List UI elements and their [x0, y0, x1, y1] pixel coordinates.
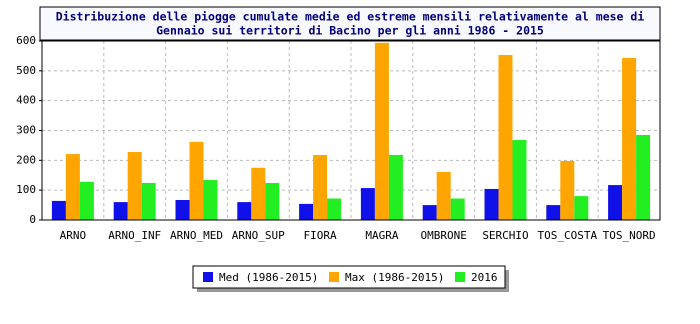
- chart-title: Gennaio sui territori di Bacino per gli …: [156, 24, 544, 38]
- bar: [299, 203, 314, 220]
- y-tick-label: 300: [16, 124, 36, 137]
- bar: [127, 151, 142, 220]
- legend-label: 2016: [471, 271, 498, 284]
- bar: [484, 188, 499, 220]
- bar: [422, 205, 437, 220]
- legend-label: Max (1986-2015): [345, 271, 444, 284]
- bar: [546, 205, 561, 220]
- y-tick-label: 200: [16, 153, 36, 166]
- x-tick-label: SERCHIO: [482, 229, 528, 242]
- x-tick-label: OMBRONE: [421, 229, 467, 242]
- bar: [498, 55, 513, 220]
- bar: [512, 140, 527, 220]
- y-tick-label: 600: [16, 34, 36, 47]
- bar: [51, 200, 66, 220]
- plot-border: [41, 40, 661, 221]
- bar: [189, 141, 204, 220]
- legend-label: Med (1986-2015): [219, 271, 318, 284]
- legend-swatch: [455, 272, 465, 282]
- bar: [251, 167, 266, 220]
- bar: [237, 202, 252, 220]
- y-tick-label: 400: [16, 94, 36, 107]
- x-tick-label: ARNO: [60, 229, 87, 242]
- bar: [622, 58, 637, 220]
- bar: [65, 154, 80, 220]
- y-tick-label: 100: [16, 183, 36, 196]
- bar: [374, 42, 389, 220]
- bar: [313, 154, 328, 220]
- bar: [141, 183, 156, 220]
- bar: [327, 198, 342, 220]
- bar: [560, 160, 575, 220]
- title-box: [39, 6, 661, 41]
- bar: [450, 198, 465, 220]
- legend-swatch: [203, 272, 213, 282]
- x-tick-label: TOS_COSTA: [537, 229, 597, 242]
- legend-swatch: [329, 272, 339, 282]
- x-tick-label: ARNO_MED: [170, 229, 223, 242]
- x-tick-label: TOS_NORD: [603, 229, 656, 242]
- x-tick-label: ARNO_INF: [108, 229, 161, 242]
- y-tick-label: 0: [29, 213, 36, 226]
- bar: [436, 171, 451, 220]
- bar: [79, 181, 94, 220]
- x-tick-label: MAGRA: [365, 229, 398, 242]
- x-tick-label: FIORA: [304, 229, 337, 242]
- bar: [636, 134, 651, 220]
- bar: [175, 200, 190, 220]
- y-tick-label: 500: [16, 64, 36, 77]
- x-tick-label: ARNO_SUP: [232, 229, 285, 242]
- bar: [574, 196, 589, 220]
- bar: [265, 183, 280, 220]
- bar: [113, 202, 128, 220]
- bar: [388, 154, 403, 220]
- bar: [608, 185, 623, 220]
- bar: [203, 180, 218, 220]
- legend: [192, 265, 506, 289]
- chart-title: Distribuzione delle piogge cumulate medi…: [56, 10, 645, 24]
- bar: [360, 188, 375, 220]
